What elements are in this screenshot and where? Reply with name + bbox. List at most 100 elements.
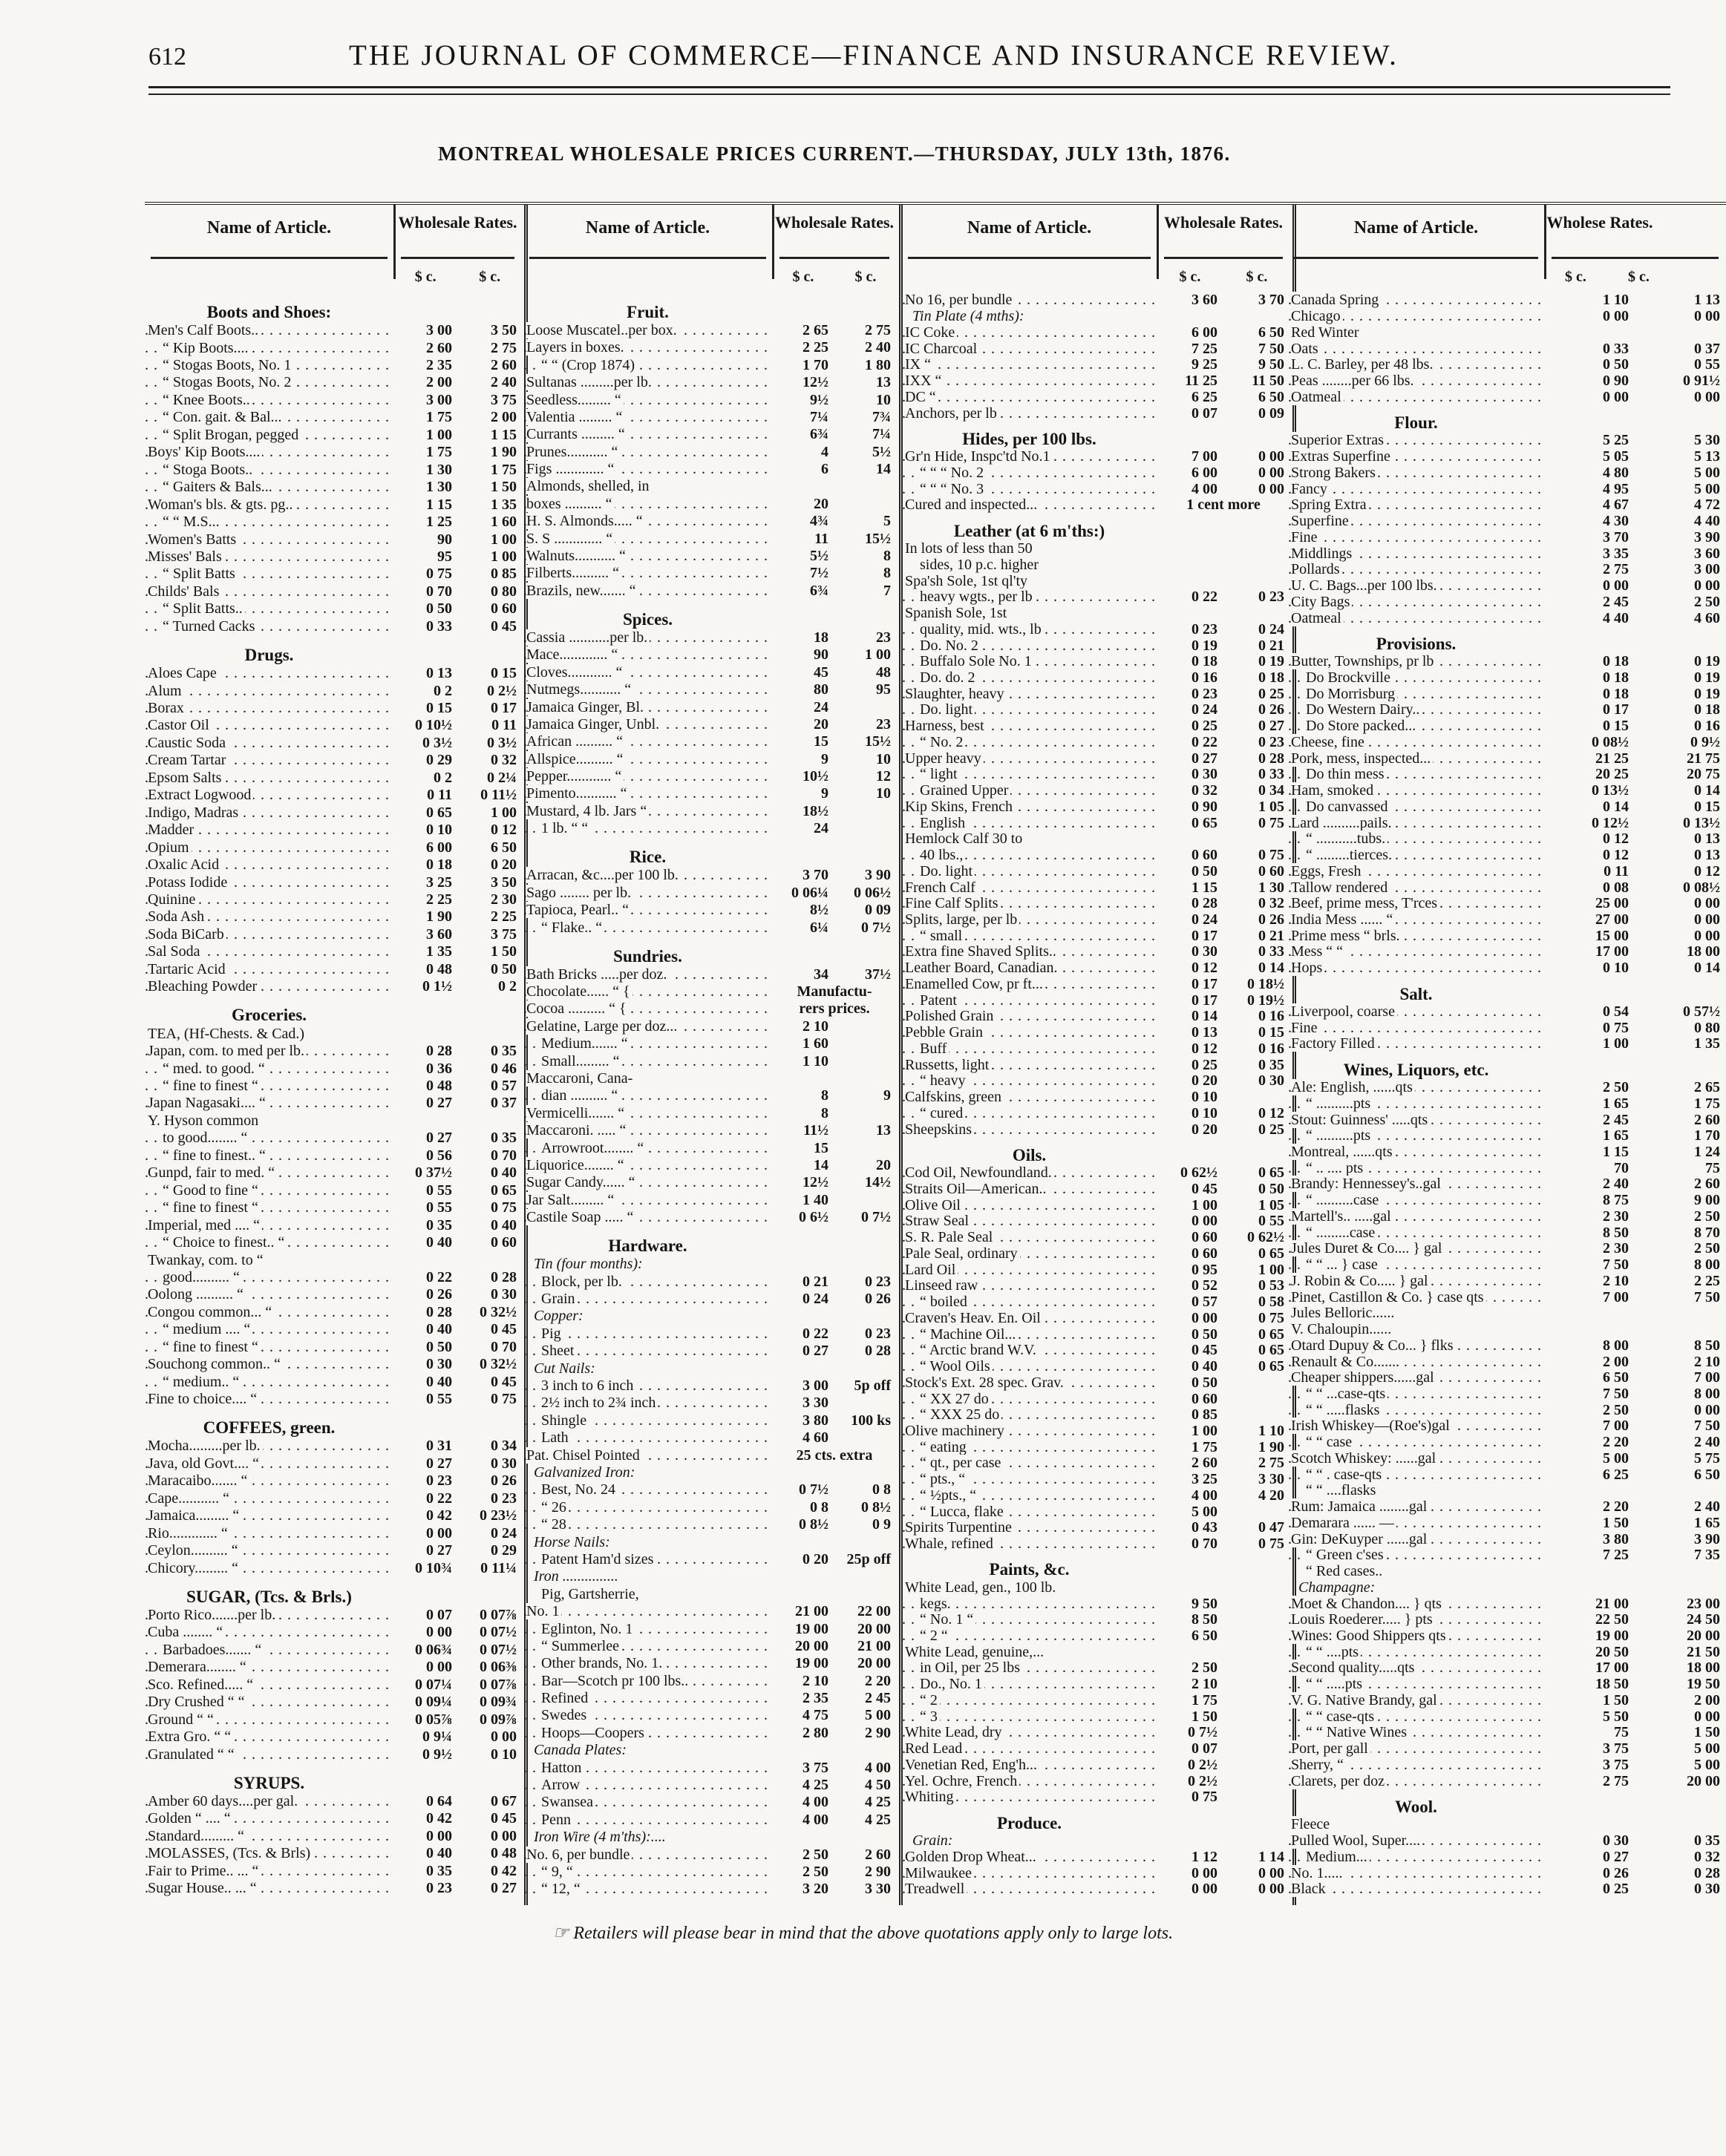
price-row: Amber 60 days....per gal.0 640 67: [145, 1792, 524, 1810]
article-name: in Oil, per 25 lbs: [902, 1659, 1157, 1677]
wholesale-rates: 2 80 2 90: [772, 1725, 897, 1742]
high-price: 6 50: [1694, 1466, 1720, 1483]
high-price: 0 27: [1258, 718, 1284, 735]
price-row: Fine0 750 80: [1288, 1019, 1726, 1037]
low-price: 0 18: [1603, 653, 1629, 670]
article-name: Second quality.....qts: [1288, 1659, 1543, 1677]
price-row: Cod Oil, Newfoundland.0 62½0 65: [902, 1164, 1292, 1182]
price-row: Pimento........... “910: [523, 785, 899, 802]
dollar-cent-label: $ c.: [854, 269, 877, 285]
article-name: J. Robin & Co..... } gal: [1288, 1272, 1543, 1290]
low-price: 1 75: [1191, 1691, 1217, 1708]
low-price: 9: [821, 750, 828, 767]
wholesale-rates: 0 48 0 50: [393, 961, 523, 978]
low-price: 0 45: [1191, 1180, 1217, 1197]
low-price: 0 14: [1191, 1008, 1217, 1025]
wholesale-rates: 3 25 3 30: [1157, 1471, 1290, 1488]
high-price: 0 00: [1258, 480, 1284, 497]
wholesale-rates: 0 50: [1157, 1374, 1290, 1392]
price-row: Stout: Guinness' .....qts2 452 60: [1288, 1111, 1726, 1129]
wholesale-rates: 0 9¼ 0 00: [393, 1729, 523, 1746]
low-price: 8 50: [1603, 1224, 1629, 1241]
high-price: 7 00: [1694, 1369, 1720, 1386]
price-row: Sheet0 270 28: [523, 1343, 899, 1360]
article-name: 1 lb. “ “: [523, 820, 772, 837]
low-price: 6 00: [1191, 324, 1217, 341]
high-price: 0 35: [491, 1130, 517, 1147]
wholesale-rates: 3 70 3 90: [1543, 529, 1726, 546]
low-price: 2 40: [1603, 1176, 1629, 1193]
high-price: 5p off: [854, 1377, 891, 1395]
high-price: 23 00: [1687, 1595, 1720, 1612]
low-price: 70: [1614, 1159, 1629, 1176]
low-price: 11: [814, 530, 828, 547]
price-row: “ “ (Crop 1874)1 701 80: [523, 356, 899, 374]
high-price: 0 07⅞: [480, 1606, 517, 1623]
wholesale-rates: 0 00 0 00: [1543, 577, 1726, 594]
low-price: 0 00: [426, 1659, 452, 1676]
high-price: 5 30: [1694, 432, 1720, 449]
article-name: “ ..........case: [1288, 1192, 1543, 1209]
high-price: [834, 1018, 897, 1035]
low-price: 0 27: [426, 1455, 452, 1472]
low-price: 0 90: [1191, 798, 1217, 815]
wholesale-rates: 0 23 0 24: [1157, 621, 1290, 638]
article-name: Castile Soap ..... “: [523, 1209, 772, 1226]
low-price: 1 75: [426, 409, 452, 426]
high-price: 20 00: [1687, 1628, 1720, 1644]
wholesale-rates: 0 64 0 67: [393, 1793, 523, 1810]
article-name: Valentia ......... “: [523, 408, 772, 426]
article-name: “ 26: [523, 1498, 772, 1516]
high-price: 0 32: [1258, 895, 1284, 912]
low-price: 2 50: [1603, 1079, 1629, 1096]
price-row: “ 2 “6 50: [902, 1628, 1292, 1645]
high-price: 0 00: [1694, 911, 1720, 928]
wholesale-rates: 6 50 7 00: [1543, 1369, 1726, 1386]
article-name: Anchors, per lb: [902, 404, 1157, 422]
low-price: 2 50: [802, 1863, 828, 1880]
high-price: 0 23: [1258, 733, 1284, 750]
high-price: 8: [883, 565, 891, 582]
price-row: Whale, refined0 700 75: [902, 1536, 1292, 1553]
wholesale-rates: 24: [772, 820, 897, 837]
price-row: “ Con. gait. & Bal...1 752 00: [145, 409, 524, 426]
price-column: Name of Article. Wholesale Rates. $ c. $ …: [145, 205, 528, 1905]
price-list-title: MONTREAL WHOLESALE PRICES CURRENT.—THURS…: [438, 142, 1231, 165]
low-price: 9½: [810, 391, 828, 408]
price-row: Indigo, Madras0 651 00: [145, 804, 524, 822]
wholesale-rates: 2 50 2 65: [1543, 1079, 1726, 1096]
wholesale-rates: 0 27 0 29: [393, 1542, 523, 1559]
price-row: Penn4 004 25: [523, 1811, 899, 1829]
high-price: 4 60: [1694, 609, 1720, 626]
wholesale-rates: 3 80 100 ks: [772, 1412, 897, 1429]
high-price: 0 60: [1258, 862, 1284, 879]
low-price: 0 9½: [422, 1746, 452, 1763]
wholesale-rates: 7 25 7 35: [1543, 1547, 1726, 1564]
wholesale-rates: 4 00 0 00: [1157, 481, 1290, 498]
price-row: 2½ inch to 2¾ inch3 30: [523, 1395, 899, 1412]
wholesale-rates: 4 60: [772, 1429, 897, 1446]
wholesale-rates: 0 07 0 09: [1157, 405, 1290, 422]
high-price: 0 70: [491, 1338, 517, 1355]
price-row: Gr'n Hide, Inspc'td No.17 000 00: [902, 448, 1292, 465]
high-price: 0 24: [1258, 620, 1284, 638]
low-price: 10½: [802, 768, 828, 785]
low-price: 1 15: [1603, 1143, 1629, 1160]
price-row: IC Charcoal7 257 50: [902, 340, 1292, 358]
low-price: 0 00: [1603, 308, 1629, 325]
low-price: 1 00: [1191, 1196, 1217, 1213]
wholesale-rates: 0 55 0 75: [393, 1391, 523, 1408]
price-row: Java, old Govt.... “0 270 30: [145, 1455, 524, 1472]
price-row: “ “ case-qts5 500 00: [1288, 1708, 1726, 1726]
article-name: Factory Filled: [1288, 1035, 1543, 1052]
wholesale-rates: 4 67 4 72: [1543, 497, 1726, 514]
section-heading: Boots and Shoes:: [206, 302, 332, 321]
high-price: [1223, 1692, 1290, 1709]
high-price: 0 11¼: [480, 1559, 517, 1576]
low-price: 24: [814, 820, 828, 837]
price-row: “ 280 8½0 9: [523, 1516, 899, 1533]
currency-units: $ c. $ c.: [1157, 269, 1290, 286]
high-price: 1 75: [491, 461, 517, 478]
wholesale-rates: 0 20 25p off: [772, 1551, 897, 1568]
